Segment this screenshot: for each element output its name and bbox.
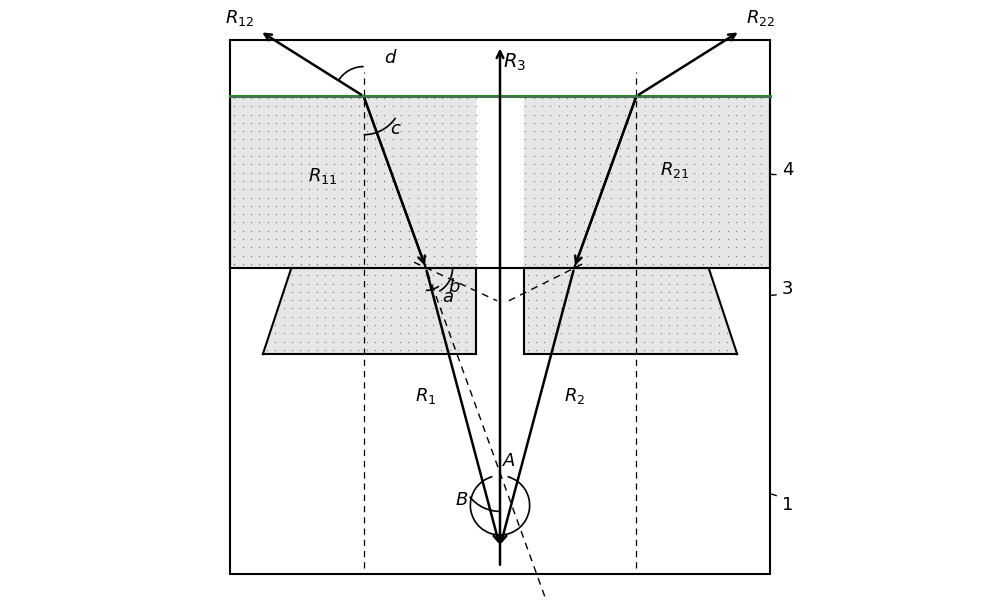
Text: $R_3$: $R_3$	[503, 52, 526, 73]
Polygon shape	[574, 96, 770, 268]
Polygon shape	[364, 96, 636, 268]
Text: $R_{22}$: $R_{22}$	[746, 8, 775, 28]
Text: $R_1$: $R_1$	[415, 386, 436, 406]
Text: $d$: $d$	[384, 49, 397, 67]
Text: $b$: $b$	[448, 278, 461, 296]
Text: $c$: $c$	[390, 120, 402, 138]
Polygon shape	[230, 96, 426, 268]
Text: $a$: $a$	[442, 287, 454, 305]
Text: $B$: $B$	[455, 491, 468, 509]
Text: $R_2$: $R_2$	[564, 386, 585, 406]
Polygon shape	[230, 96, 426, 268]
Text: 3: 3	[770, 280, 793, 298]
Text: $A$: $A$	[502, 452, 516, 470]
Polygon shape	[524, 268, 737, 354]
Text: $R_{21}$: $R_{21}$	[660, 160, 689, 181]
Text: 1: 1	[770, 494, 793, 514]
Polygon shape	[263, 268, 476, 354]
Text: $R_{11}$: $R_{11}$	[308, 166, 337, 186]
Text: 4: 4	[769, 161, 793, 179]
Text: $R_{12}$: $R_{12}$	[225, 8, 254, 28]
